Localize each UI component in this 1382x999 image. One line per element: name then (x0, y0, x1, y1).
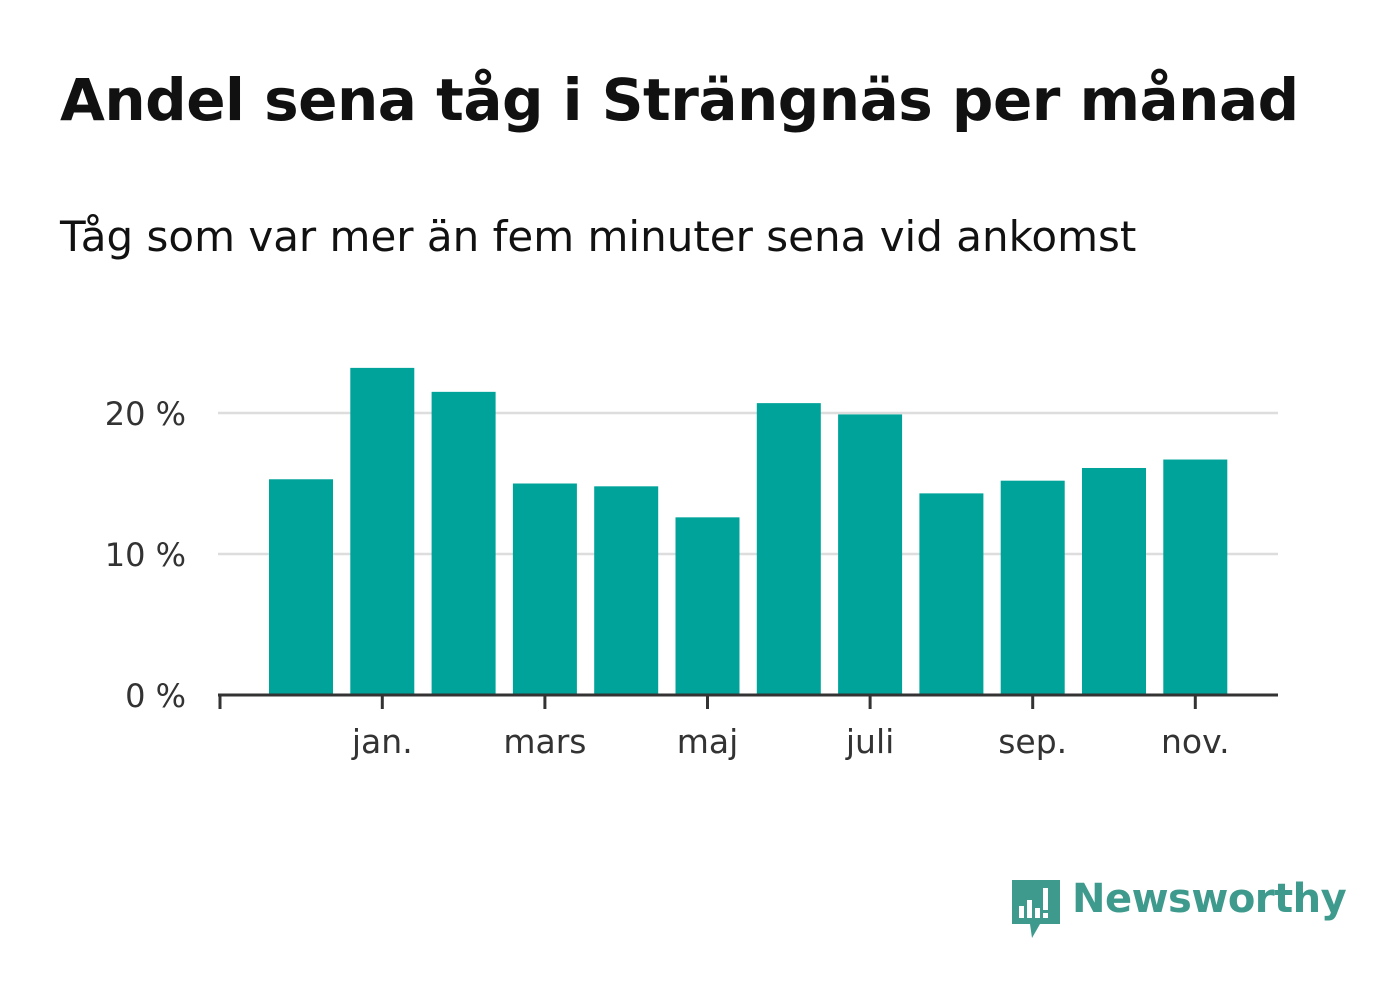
x-tick-label: maj (677, 722, 739, 761)
newsworthy-logo-icon (1012, 880, 1060, 938)
bar-mars (512, 483, 577, 695)
y-tick-label: 0 % (125, 677, 186, 715)
bar-juli (838, 414, 903, 695)
x-tick-label: nov. (1161, 722, 1230, 761)
x-tick-label: sep. (998, 722, 1067, 761)
bar-sep. (1000, 480, 1065, 695)
chart-subtitle: Tåg som var mer än fem minuter sena vid … (60, 212, 1137, 261)
y-tick-label: 20 % (105, 395, 186, 433)
x-axis (218, 693, 1278, 709)
newsworthy-logo: Newsworthy (1010, 876, 1347, 942)
chart-title: Andel sena tåg i Strängnäs per månad (60, 66, 1299, 134)
bars (269, 367, 1228, 695)
bar-maj (675, 517, 740, 695)
bar-aug. (919, 493, 984, 695)
bar-april (594, 486, 659, 695)
x-axis-labels: jan. mars maj juli sep. nov. (351, 722, 1230, 761)
y-axis-labels: 0 % 10 % 20 % (105, 395, 186, 715)
bar-feb. (431, 391, 496, 695)
x-tick-label: jan. (351, 722, 413, 761)
bar-juni (756, 403, 821, 695)
y-tick-label: 10 % (105, 536, 186, 574)
bar-nov. (1163, 459, 1228, 695)
x-tick-label: mars (503, 722, 586, 761)
bar-dec. (269, 479, 333, 695)
bar-okt. (1082, 467, 1146, 695)
newsworthy-logo-text: Newsworthy (1072, 876, 1347, 922)
x-tick-label: juli (845, 722, 894, 761)
bar-jan. (350, 367, 415, 695)
